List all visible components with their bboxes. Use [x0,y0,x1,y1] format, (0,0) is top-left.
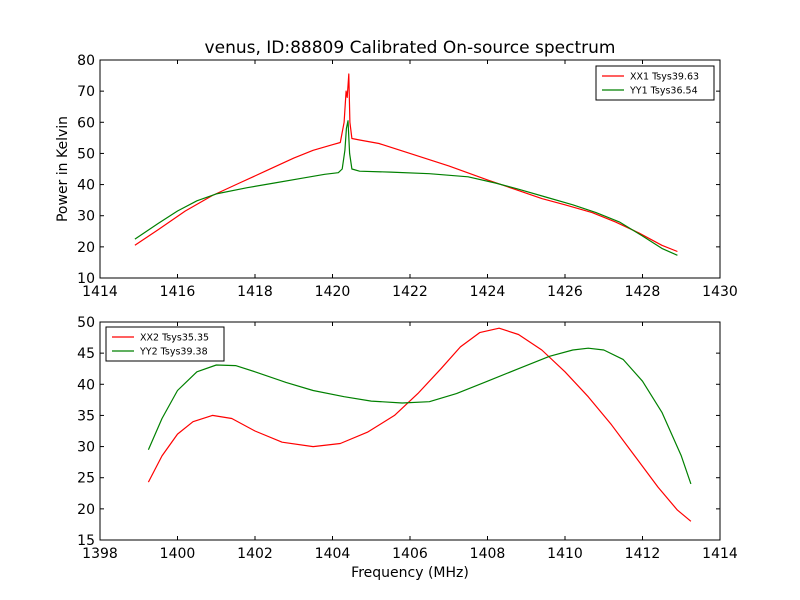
bottom-x-tick-label: 1398 [82,546,118,562]
bottom-x-tick-label: 1408 [470,546,506,562]
top-y-tick-label: 10 [77,271,95,287]
top-x-tick-label: 1420 [315,284,351,300]
top-x-tick-label: 1416 [160,284,196,300]
bottom-x-tick-label: 1404 [315,546,351,562]
top-legend-label-2: YY1 Tsys36.54 [629,86,698,97]
top-y-axis-label: Power in Kelvin [55,116,71,222]
top-x-tick-label: 1428 [625,284,661,300]
bottom-y-tick-label: 50 [77,315,95,331]
top-y-tick-label: 60 [77,115,95,131]
top-x-tick-label: 1424 [470,284,506,300]
bottom-y-tick-label: 35 [77,408,95,424]
top-y-tick-label: 80 [77,53,95,69]
top-y-tick-label: 70 [77,84,95,100]
bottom-series-line-2 [147,347,692,485]
bottom-series-line-1 [147,327,692,522]
top-x-tick-label: 1430 [702,284,738,300]
bottom-y-tick-label: 25 [77,471,95,487]
bottom-x-tick-label: 1400 [160,546,196,562]
bottom-x-tick-label: 1410 [547,546,583,562]
top-x-tick-label: 1422 [392,284,428,300]
top-series-line-2 [134,120,678,256]
top-y-tick-label: 30 [77,209,95,225]
chart-title: venus, ID:88809 Calibrated On-source spe… [205,38,616,58]
bottom-y-tick-label: 20 [77,502,95,518]
top-legend-label-1: XX1 Tsys39.63 [630,72,699,83]
top-series-line-1 [134,73,678,253]
bottom-x-axis-label: Frequency (MHz) [351,565,469,581]
top-x-tick-label: 1426 [547,284,583,300]
bottom-x-tick-label: 1412 [625,546,661,562]
bottom-y-tick-label: 15 [77,533,95,549]
top-y-tick-label: 20 [77,240,95,256]
bottom-x-tick-label: 1414 [702,546,738,562]
top-x-tick-label: 1414 [82,284,118,300]
top-legend-box [595,65,715,101]
bottom-panel: Frequency (MHz) 1398 1400 1402 1404 1406 1408… [77,315,738,581]
bottom-x-tick-label: 1406 [392,546,428,562]
bottom-x-tick-label: 1402 [237,546,273,562]
bottom-legend-label-1: XX2 Tsys35.35 [140,333,209,344]
top-y-tick-label: 50 [77,146,95,162]
bottom-y-tick-label: 40 [77,377,95,393]
bottom-y-tick-label: 45 [77,346,95,362]
bottom-legend-label-2: YY2 Tsys39.38 [139,347,208,358]
top-panel: Power in Kelvin 1414 1416 1418 1420 1422 1424… [55,53,738,300]
top-x-tick-label: 1418 [237,284,273,300]
top-y-tick-label: 40 [77,178,95,194]
bottom-legend-box [105,326,225,362]
bottom-y-tick-label: 30 [77,440,95,456]
